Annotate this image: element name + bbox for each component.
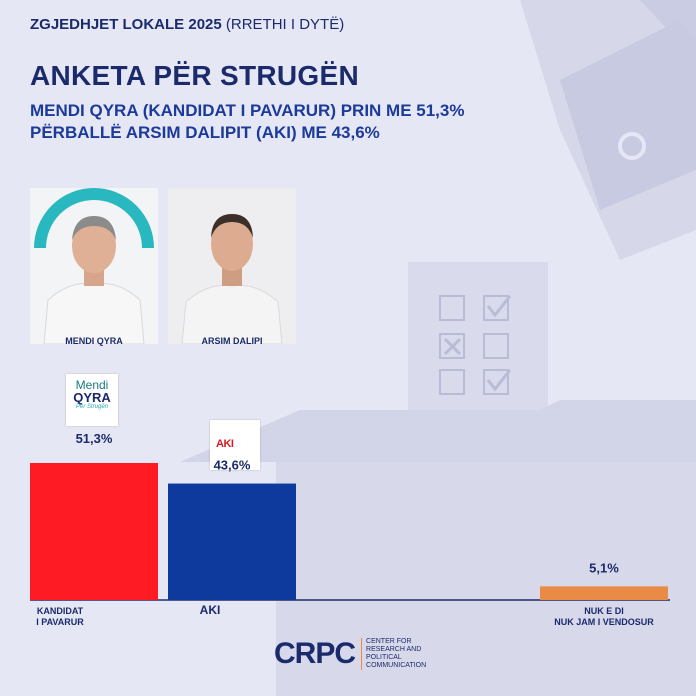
candidate-name-qyra: MENDI QYRA	[65, 336, 123, 346]
category-label-3-line-2: NUK JAM I VENDOSUR	[554, 617, 654, 627]
candidate-photo-dalipi	[168, 188, 296, 344]
crpc-logo-text: CENTER FOR RESEARCH AND POLITICAL COMMUN…	[361, 638, 436, 670]
candidate-name-dalipi: ARSIM DALIPI	[201, 336, 263, 346]
category-label-3-line-1: NUK E DI	[584, 606, 624, 616]
bar-value-label-3: 5,1%	[589, 560, 619, 575]
aki-logo-text: AKI	[216, 438, 234, 450]
category-label-1-line-2: I PAVARUR	[36, 617, 84, 627]
bar-1	[30, 463, 158, 600]
category-label-1-line-1: KANDIDAT	[37, 606, 84, 616]
bar-value-label-1: 51,3%	[76, 431, 113, 446]
qyra-logo-line-1: Mendi	[75, 378, 109, 392]
crpc-logo-mark: CRPC	[274, 637, 356, 670]
page-title: ANKETA PËR STRUGËN	[30, 60, 359, 91]
aki-logo: AKI	[210, 420, 260, 470]
page-subtitle: MENDI QYRA (KANDIDAT I PAVARUR) PRIN ME …	[30, 100, 464, 144]
qyra-logo-line-2: QYRA	[73, 390, 111, 405]
qyra-logo: Mendi QYRA Për Strugën	[66, 374, 118, 426]
bar-2	[168, 483, 296, 600]
candidate-photo-qyra	[30, 188, 158, 344]
kicker-light: (RRETHI I DYTË)	[225, 16, 345, 33]
category-label-2-line-1: AKI	[200, 603, 221, 617]
qyra-logo-line-3: Për Strugën	[75, 404, 109, 410]
subtitle-line-2: PËRBALLË ARSIM DALIPIT (AKI) ME 43,6%	[30, 123, 380, 142]
election-kicker: ZGJEDHJET LOKALE 2025 (RRETHI I DYTË)	[30, 16, 344, 33]
subtitle-line-1: MENDI QYRA (KANDIDAT I PAVARUR) PRIN ME …	[30, 101, 465, 120]
kicker-bold: ZGJEDHJET LOKALE 2025	[30, 16, 222, 33]
bar-3	[540, 586, 668, 600]
crpc-logo: CRPC CENTER FOR RESEARCH AND POLITICAL C…	[274, 636, 436, 672]
bar-value-label-2: 43,6%	[214, 458, 251, 473]
